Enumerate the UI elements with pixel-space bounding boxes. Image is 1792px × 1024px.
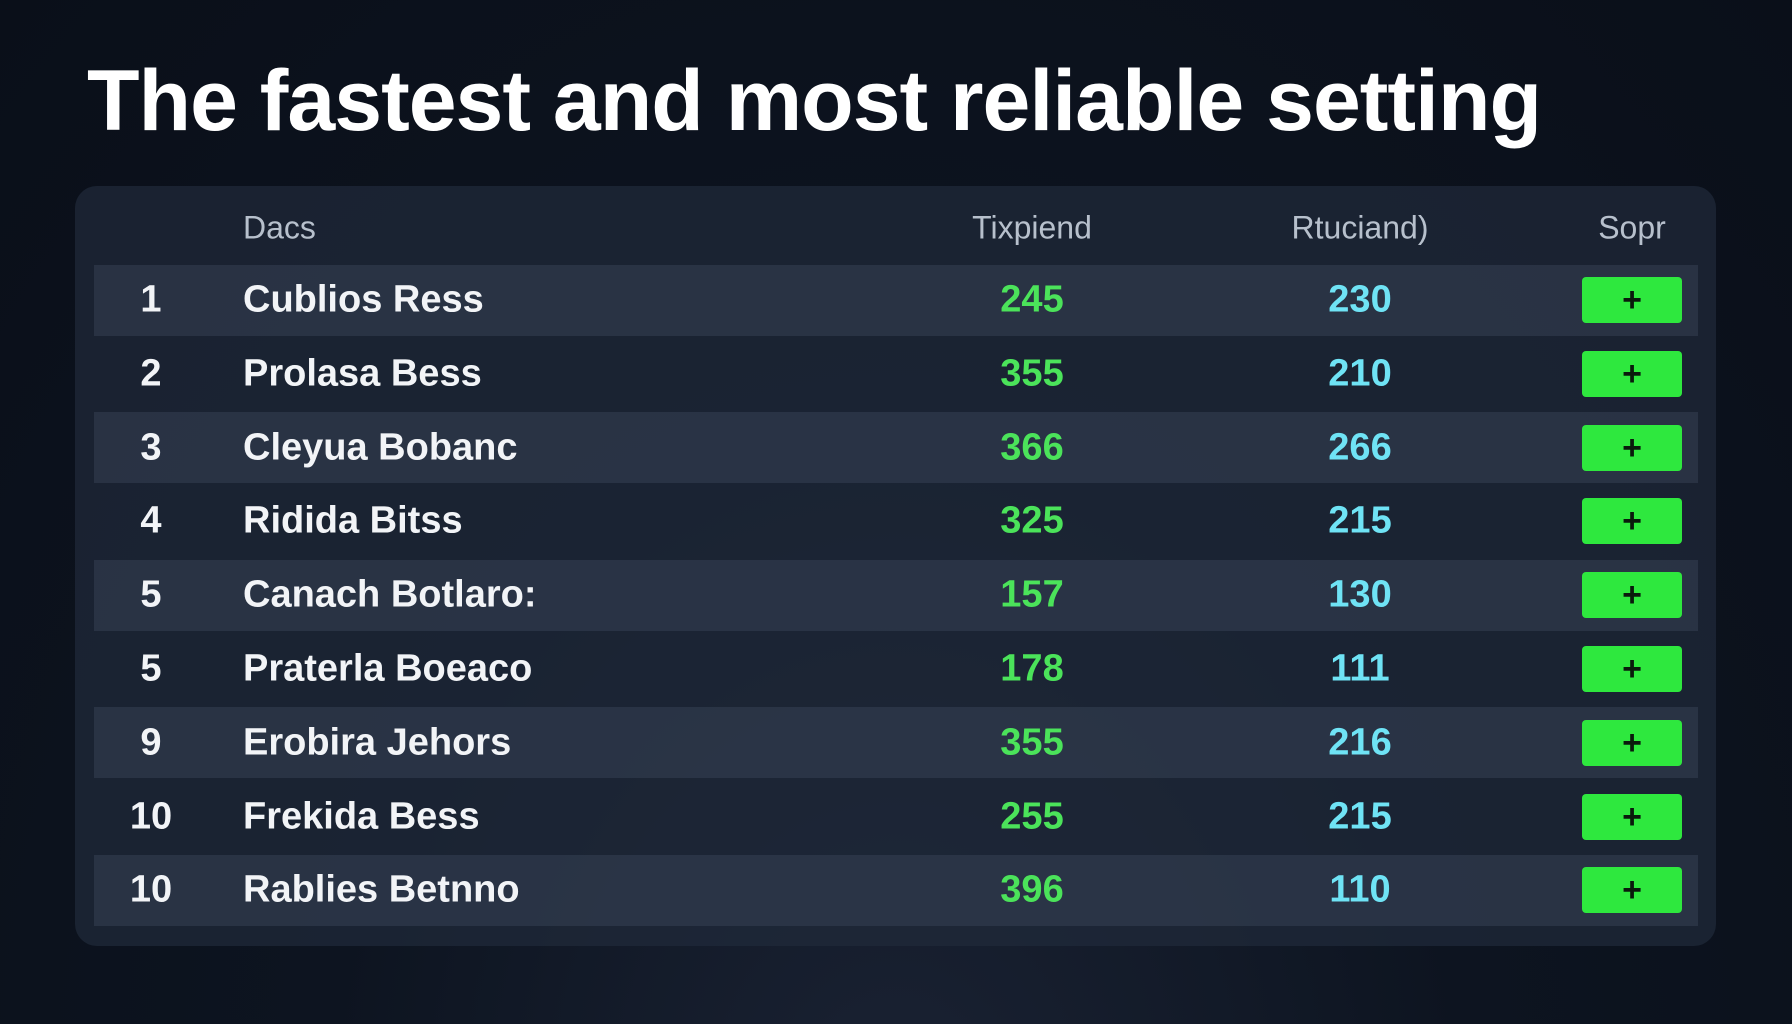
rank: 1 xyxy=(140,278,162,321)
value-green: 355 xyxy=(1000,721,1064,764)
item-name: Erobira Jehors xyxy=(243,721,512,764)
value-green: 178 xyxy=(1000,647,1064,690)
value-green: 245 xyxy=(1000,278,1064,321)
value-blue: 215 xyxy=(1328,499,1392,542)
add-button[interactable]: + xyxy=(1582,277,1682,323)
add-button[interactable]: + xyxy=(1582,350,1682,397)
value-blue: 266 xyxy=(1328,426,1392,469)
item-name: Cublios Ress xyxy=(243,278,484,321)
value-green: 255 xyxy=(1000,795,1064,838)
item-name: Prolasa Bess xyxy=(243,352,482,395)
table-row: 5 Praterla Boeaco 178 111 + xyxy=(94,634,1698,705)
rank: 2 xyxy=(140,352,162,395)
item-name: Praterla Boeaco xyxy=(243,647,533,690)
item-name: Frekida Bess xyxy=(243,795,480,838)
column-header: Dacs xyxy=(243,209,316,246)
value-green: 396 xyxy=(1000,868,1064,911)
add-button[interactable]: + xyxy=(1582,719,1682,766)
column-header: Tixpiend xyxy=(972,209,1092,246)
add-button[interactable]: + xyxy=(1582,498,1682,545)
rank: 3 xyxy=(140,426,162,469)
column-header: Rtuciand) xyxy=(1291,209,1429,246)
rank: 10 xyxy=(129,868,173,911)
add-button[interactable]: + xyxy=(1582,793,1682,840)
table-row: 5 Canach Botlaro: 157 130 + xyxy=(94,559,1698,631)
rank: 5 xyxy=(140,573,162,616)
value-green: 366 xyxy=(1000,426,1064,469)
value-blue: 110 xyxy=(1329,868,1391,911)
table-row: 4 Ridida Bitss 325 215 + xyxy=(94,486,1698,557)
table-row: 10 Rablies Betnno 396 110 + xyxy=(94,854,1698,926)
value-green: 157 xyxy=(1000,573,1064,616)
table-row: 2 Prolasa Bess 355 210 + xyxy=(94,338,1698,409)
table-row: 10 Frekida Bess 255 215 + xyxy=(94,781,1698,852)
page-title: The fastest and most reliable setting xyxy=(87,53,1542,149)
value-blue: 130 xyxy=(1328,573,1392,616)
value-green: 355 xyxy=(1000,352,1064,395)
value-green: 325 xyxy=(1000,499,1064,542)
item-name: Canach Botlaro: xyxy=(243,573,537,616)
table-row: 3 Cleyua Bobanc 366 266 + xyxy=(94,412,1698,484)
rank: 4 xyxy=(140,499,162,542)
rank: 10 xyxy=(129,795,173,838)
rank: 5 xyxy=(140,647,162,690)
value-blue: 215 xyxy=(1328,795,1392,838)
value-blue: 210 xyxy=(1328,352,1392,395)
add-button[interactable]: + xyxy=(1582,572,1682,619)
item-name: Ridida Bitss xyxy=(243,499,463,542)
rank: 9 xyxy=(140,721,162,764)
add-button[interactable]: + xyxy=(1582,424,1682,471)
value-blue: 230 xyxy=(1328,278,1392,321)
column-header: Sopr xyxy=(1598,209,1666,246)
item-name: Rablies Betnno xyxy=(243,868,520,911)
table-row: 9 Erobira Jehors 355 216 + xyxy=(94,707,1698,779)
item-name: Cleyua Bobanc xyxy=(243,426,518,469)
add-button[interactable]: + xyxy=(1582,646,1682,692)
table-row: 1 Cublios Ress 245 230 + xyxy=(94,264,1698,336)
add-button[interactable]: + xyxy=(1582,867,1682,914)
value-blue: 216 xyxy=(1328,721,1392,764)
table-panel: Dacs Tixpiend Rtuciand) Sopr 1 Cublios Ress 24… xyxy=(75,186,1716,946)
value-blue: 111 xyxy=(1330,647,1390,690)
